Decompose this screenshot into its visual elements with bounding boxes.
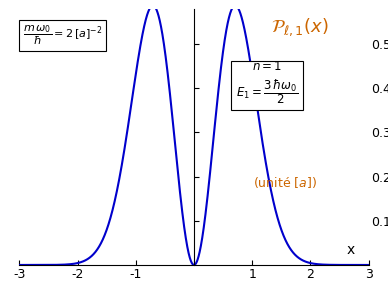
Text: $n = 1$
$E_1 = \dfrac{3\,\hbar\omega_0}{2}$: $n = 1$ $E_1 = \dfrac{3\,\hbar\omega_0}{… bbox=[236, 60, 298, 106]
Text: $\dfrac{m\,\omega_0}{\hbar} = 2\,[a]^{-2}$: $\dfrac{m\,\omega_0}{\hbar} = 2\,[a]^{-2… bbox=[23, 24, 102, 47]
Text: x: x bbox=[346, 243, 355, 257]
Text: $\mathcal{P}_{\ell,1}(x)$: $\mathcal{P}_{\ell,1}(x)$ bbox=[271, 16, 328, 38]
Text: (unité $[a]$): (unité $[a]$) bbox=[253, 175, 317, 190]
